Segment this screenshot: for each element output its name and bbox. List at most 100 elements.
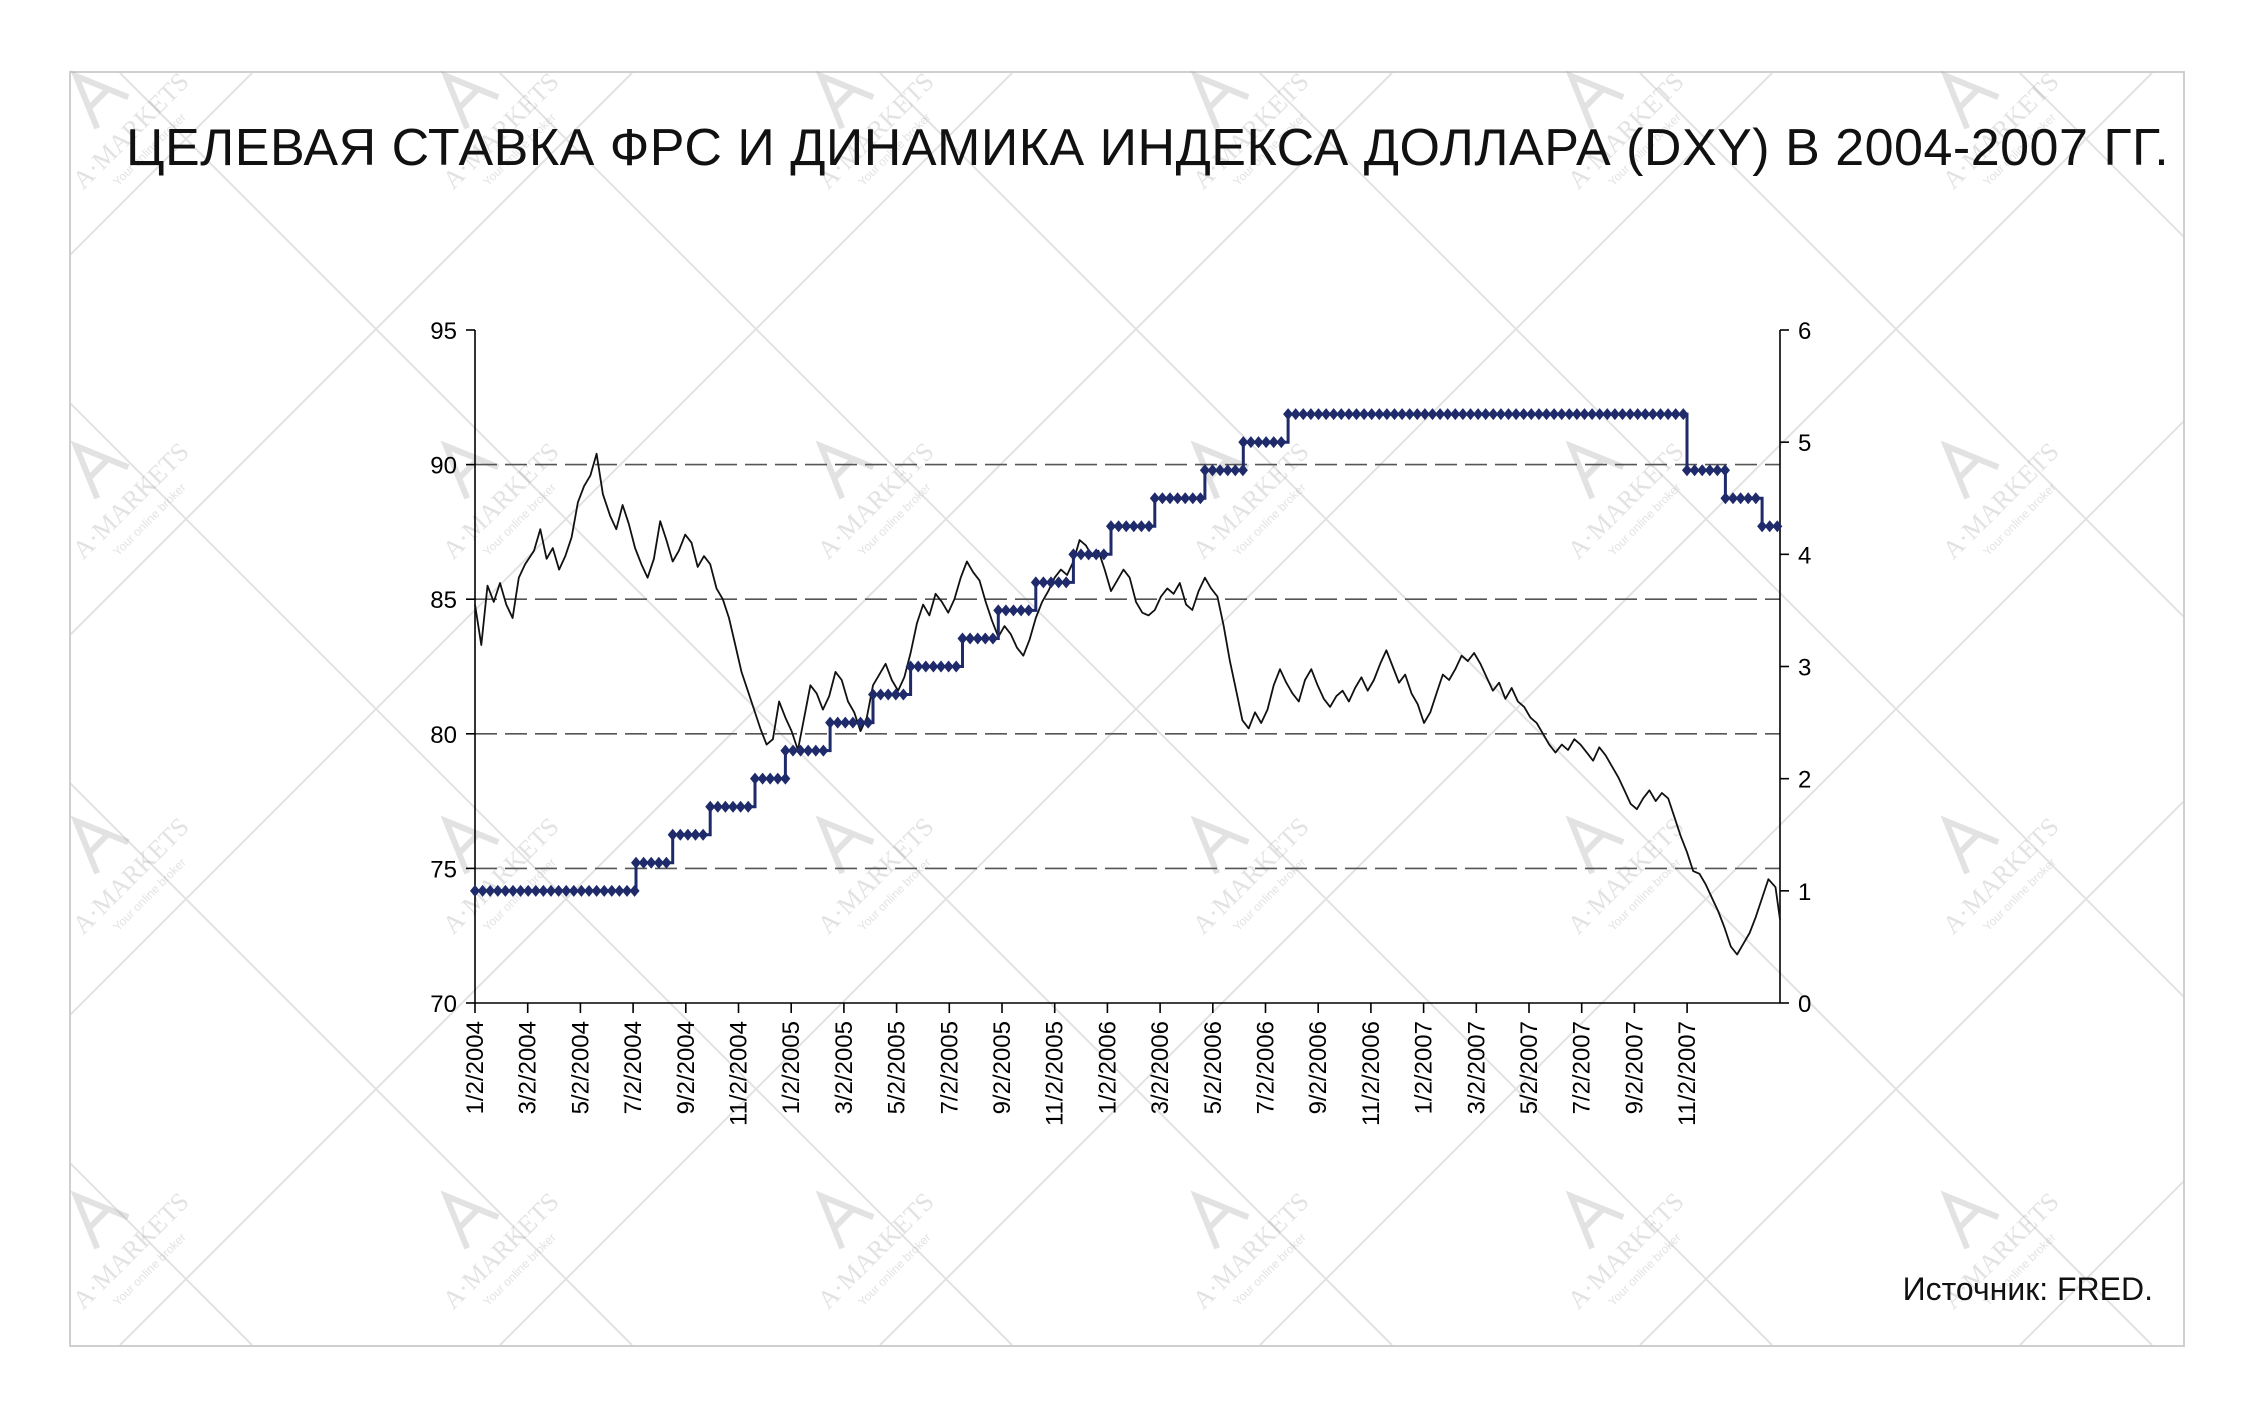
fed-rate-marker: [1261, 436, 1272, 449]
fed-rate-marker: [1495, 408, 1506, 421]
gridlines: [475, 463, 1780, 870]
fed-rate-marker: [772, 772, 783, 785]
source-note: Источник: FRED.: [1902, 1271, 2153, 1307]
right-tick-label: 4: [1798, 542, 1811, 569]
fed-rate-marker: [1750, 492, 1761, 505]
fed-rate-marker: [1290, 408, 1301, 421]
a-markets-logo-icon: [815, 1190, 875, 1250]
fed-rate-marker: [855, 716, 866, 729]
fed-rate-marker: [1720, 492, 1731, 505]
fed-rate-marker: [1757, 520, 1768, 533]
fed-rate-step: [957, 632, 998, 645]
fed-rate-marker: [1207, 464, 1218, 477]
fed-rate-marker: [863, 716, 874, 729]
fed-rate-marker: [1681, 464, 1692, 477]
fed-rate-series: [470, 408, 1783, 897]
fed-rate-marker: [591, 884, 602, 897]
fed-rate-marker: [546, 884, 556, 897]
fed-rate-marker: [515, 884, 526, 897]
fed-rate-marker: [780, 772, 791, 785]
fed-rate-marker: [538, 884, 549, 897]
fed-rate-marker: [682, 828, 693, 841]
fed-rate-step: [1238, 436, 1287, 449]
axes: 70 75 80 85 90 95 0 1 2 3 4 5 6 1/2/2004 3/2/2004 5/2/2…: [430, 318, 1811, 1126]
fed-rate-marker: [1609, 408, 1620, 421]
fed-rate-marker: [606, 884, 617, 897]
fed-rate-marker: [898, 688, 909, 701]
right-tick-label: 2: [1798, 767, 1811, 794]
fed-rate-marker: [1655, 408, 1666, 421]
watermark-diagonal: [71, 782, 633, 1345]
fed-rate-marker: [1587, 408, 1598, 421]
fed-rate-marker: [787, 744, 798, 757]
fed-rate-marker: [1549, 408, 1560, 421]
watermark-diagonal: [2019, 73, 2183, 238]
a-markets-logo-icon: [70, 70, 130, 130]
x-tick-label: 11/2/2006: [1358, 1021, 1385, 1126]
a-markets-logo-icon: [815, 440, 875, 500]
fed-rate-marker: [1772, 520, 1783, 533]
fed-rate-marker: [584, 884, 594, 897]
fed-rate-marker: [1268, 436, 1279, 449]
fed-rate-marker: [599, 884, 610, 897]
watermark-diagonal: [71, 73, 253, 256]
fed-rate-marker: [913, 660, 924, 673]
fed-rate-marker: [1023, 604, 1034, 617]
fed-rate-marker: [993, 604, 1004, 617]
fed-rate-marker: [1215, 464, 1226, 477]
fed-rate-marker: [735, 800, 746, 813]
fed-rate-marker: [1105, 520, 1116, 533]
fed-rate-marker: [1617, 408, 1628, 421]
fed-rate-marker: [553, 884, 564, 897]
fed-rate-marker: [1276, 436, 1287, 449]
a-markets-logo-icon: [1940, 440, 2000, 500]
right-tick-label: 3: [1798, 655, 1811, 682]
fed-rate-marker: [1008, 604, 1019, 617]
fed-rate-marker: [1283, 408, 1294, 421]
fed-rate-marker: [1187, 492, 1198, 505]
right-tick-label: 5: [1798, 430, 1811, 457]
fed-rate-marker: [1195, 492, 1206, 505]
fed-rate-marker: [500, 884, 511, 897]
fed-rate-marker: [743, 800, 754, 813]
fed-rate-marker: [1230, 464, 1241, 477]
fed-rate-marker: [1083, 548, 1094, 561]
fed-rate-marker: [1199, 464, 1210, 477]
fed-rate-marker: [1238, 436, 1249, 449]
fed-rate-marker: [765, 772, 776, 785]
fed-rate-step: [631, 856, 672, 869]
fed-rate-marker: [1245, 436, 1256, 449]
fed-rate-marker: [840, 716, 851, 729]
fed-rate-marker: [1450, 408, 1461, 421]
fed-rate-marker: [1743, 492, 1754, 505]
fed-rate-marker: [1336, 408, 1347, 421]
fed-rate-marker: [1457, 408, 1468, 421]
fed-rate-marker: [905, 660, 916, 673]
fed-rate-marker: [1719, 464, 1730, 477]
fed-rate-step: [1105, 520, 1154, 533]
fed-rate-marker: [1164, 492, 1175, 505]
fed-rate-marker: [1180, 492, 1191, 505]
fed-rate-step: [1030, 576, 1072, 589]
x-tick-label: 1/2/2007: [1411, 1021, 1438, 1114]
fed-rate-marker: [631, 856, 642, 869]
x-tick-label: 11/2/2007: [1674, 1021, 1701, 1126]
fed-rate-marker: [832, 716, 843, 729]
fed-rate-marker: [523, 884, 534, 897]
a-markets-logo-icon: [815, 70, 875, 130]
fed-rate-marker: [883, 688, 894, 701]
fed-rate-marker: [868, 688, 879, 701]
fed-rate-step: [705, 800, 754, 813]
fed-rate-marker: [935, 660, 946, 673]
fed-rate-marker: [943, 660, 954, 673]
